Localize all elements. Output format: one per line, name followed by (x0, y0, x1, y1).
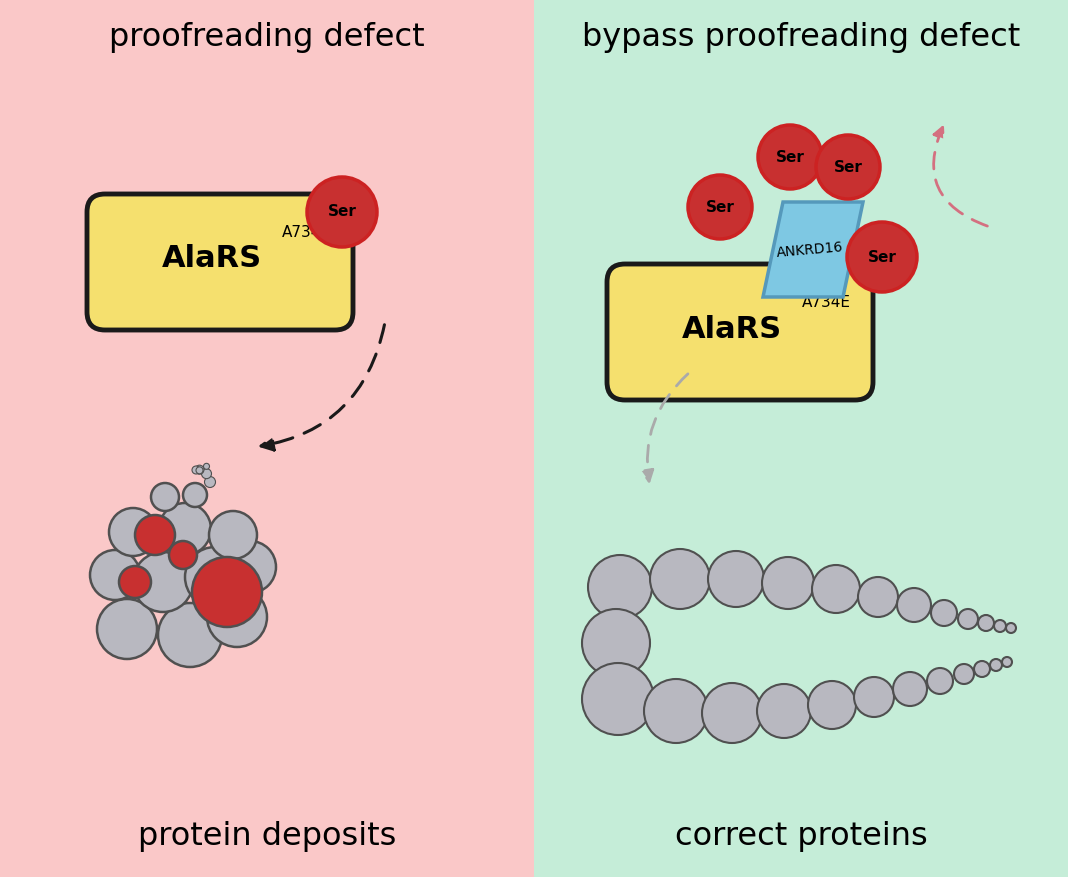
Circle shape (192, 466, 200, 474)
Circle shape (931, 600, 957, 626)
Circle shape (209, 511, 257, 559)
Text: Ser: Ser (775, 149, 804, 165)
Circle shape (644, 679, 708, 743)
Circle shape (897, 588, 931, 622)
Circle shape (757, 684, 811, 738)
Circle shape (158, 603, 222, 667)
Circle shape (195, 465, 204, 474)
Text: proofreading defect: proofreading defect (109, 22, 425, 53)
Circle shape (202, 468, 211, 479)
FancyArrowPatch shape (261, 324, 384, 450)
Circle shape (159, 503, 211, 555)
Circle shape (183, 483, 207, 507)
Circle shape (109, 508, 157, 556)
Circle shape (134, 552, 193, 612)
Circle shape (990, 659, 1002, 671)
Circle shape (761, 557, 814, 609)
Circle shape (582, 663, 654, 735)
Polygon shape (763, 202, 863, 297)
Circle shape (119, 566, 151, 598)
Bar (534, 0, 1068, 877)
Circle shape (582, 609, 650, 677)
Circle shape (816, 135, 880, 199)
Circle shape (224, 541, 276, 593)
Circle shape (994, 620, 1006, 632)
Circle shape (588, 555, 651, 619)
Circle shape (927, 668, 953, 694)
Circle shape (847, 222, 917, 292)
Text: Ser: Ser (833, 160, 863, 175)
Circle shape (758, 125, 822, 189)
Circle shape (858, 577, 898, 617)
Circle shape (97, 599, 157, 659)
Circle shape (169, 541, 197, 569)
Circle shape (197, 467, 203, 474)
Circle shape (958, 609, 978, 629)
Text: ANKRD16: ANKRD16 (776, 240, 844, 260)
Circle shape (954, 664, 974, 684)
Circle shape (151, 483, 179, 511)
Circle shape (708, 551, 764, 607)
Circle shape (135, 515, 175, 555)
Circle shape (192, 557, 262, 627)
Text: AlaRS: AlaRS (682, 315, 782, 344)
FancyArrowPatch shape (642, 374, 688, 481)
FancyBboxPatch shape (87, 194, 354, 330)
Circle shape (650, 549, 710, 609)
Circle shape (1006, 623, 1016, 633)
Circle shape (808, 681, 855, 729)
Text: Ser: Ser (706, 199, 735, 215)
Text: A734E: A734E (802, 295, 851, 310)
Circle shape (204, 476, 216, 488)
Circle shape (702, 683, 761, 743)
Circle shape (812, 565, 860, 613)
Circle shape (204, 463, 209, 469)
Text: correct proteins: correct proteins (675, 821, 927, 852)
Circle shape (893, 672, 927, 706)
Circle shape (688, 175, 752, 239)
Text: protein deposits: protein deposits (138, 821, 396, 852)
Text: Ser: Ser (328, 204, 357, 219)
Circle shape (974, 661, 990, 677)
Text: bypass proofreading defect: bypass proofreading defect (582, 22, 1020, 53)
Text: Ser: Ser (867, 249, 896, 265)
Circle shape (1002, 657, 1012, 667)
Text: AlaRS: AlaRS (162, 245, 262, 274)
Circle shape (854, 677, 894, 717)
FancyBboxPatch shape (607, 264, 873, 400)
Circle shape (207, 587, 267, 647)
Circle shape (978, 615, 994, 631)
Circle shape (307, 177, 377, 247)
FancyArrowPatch shape (933, 127, 988, 226)
Bar (0, 0, 534, 877)
Circle shape (90, 550, 140, 600)
Text: A734E: A734E (282, 225, 331, 240)
Circle shape (185, 547, 245, 607)
